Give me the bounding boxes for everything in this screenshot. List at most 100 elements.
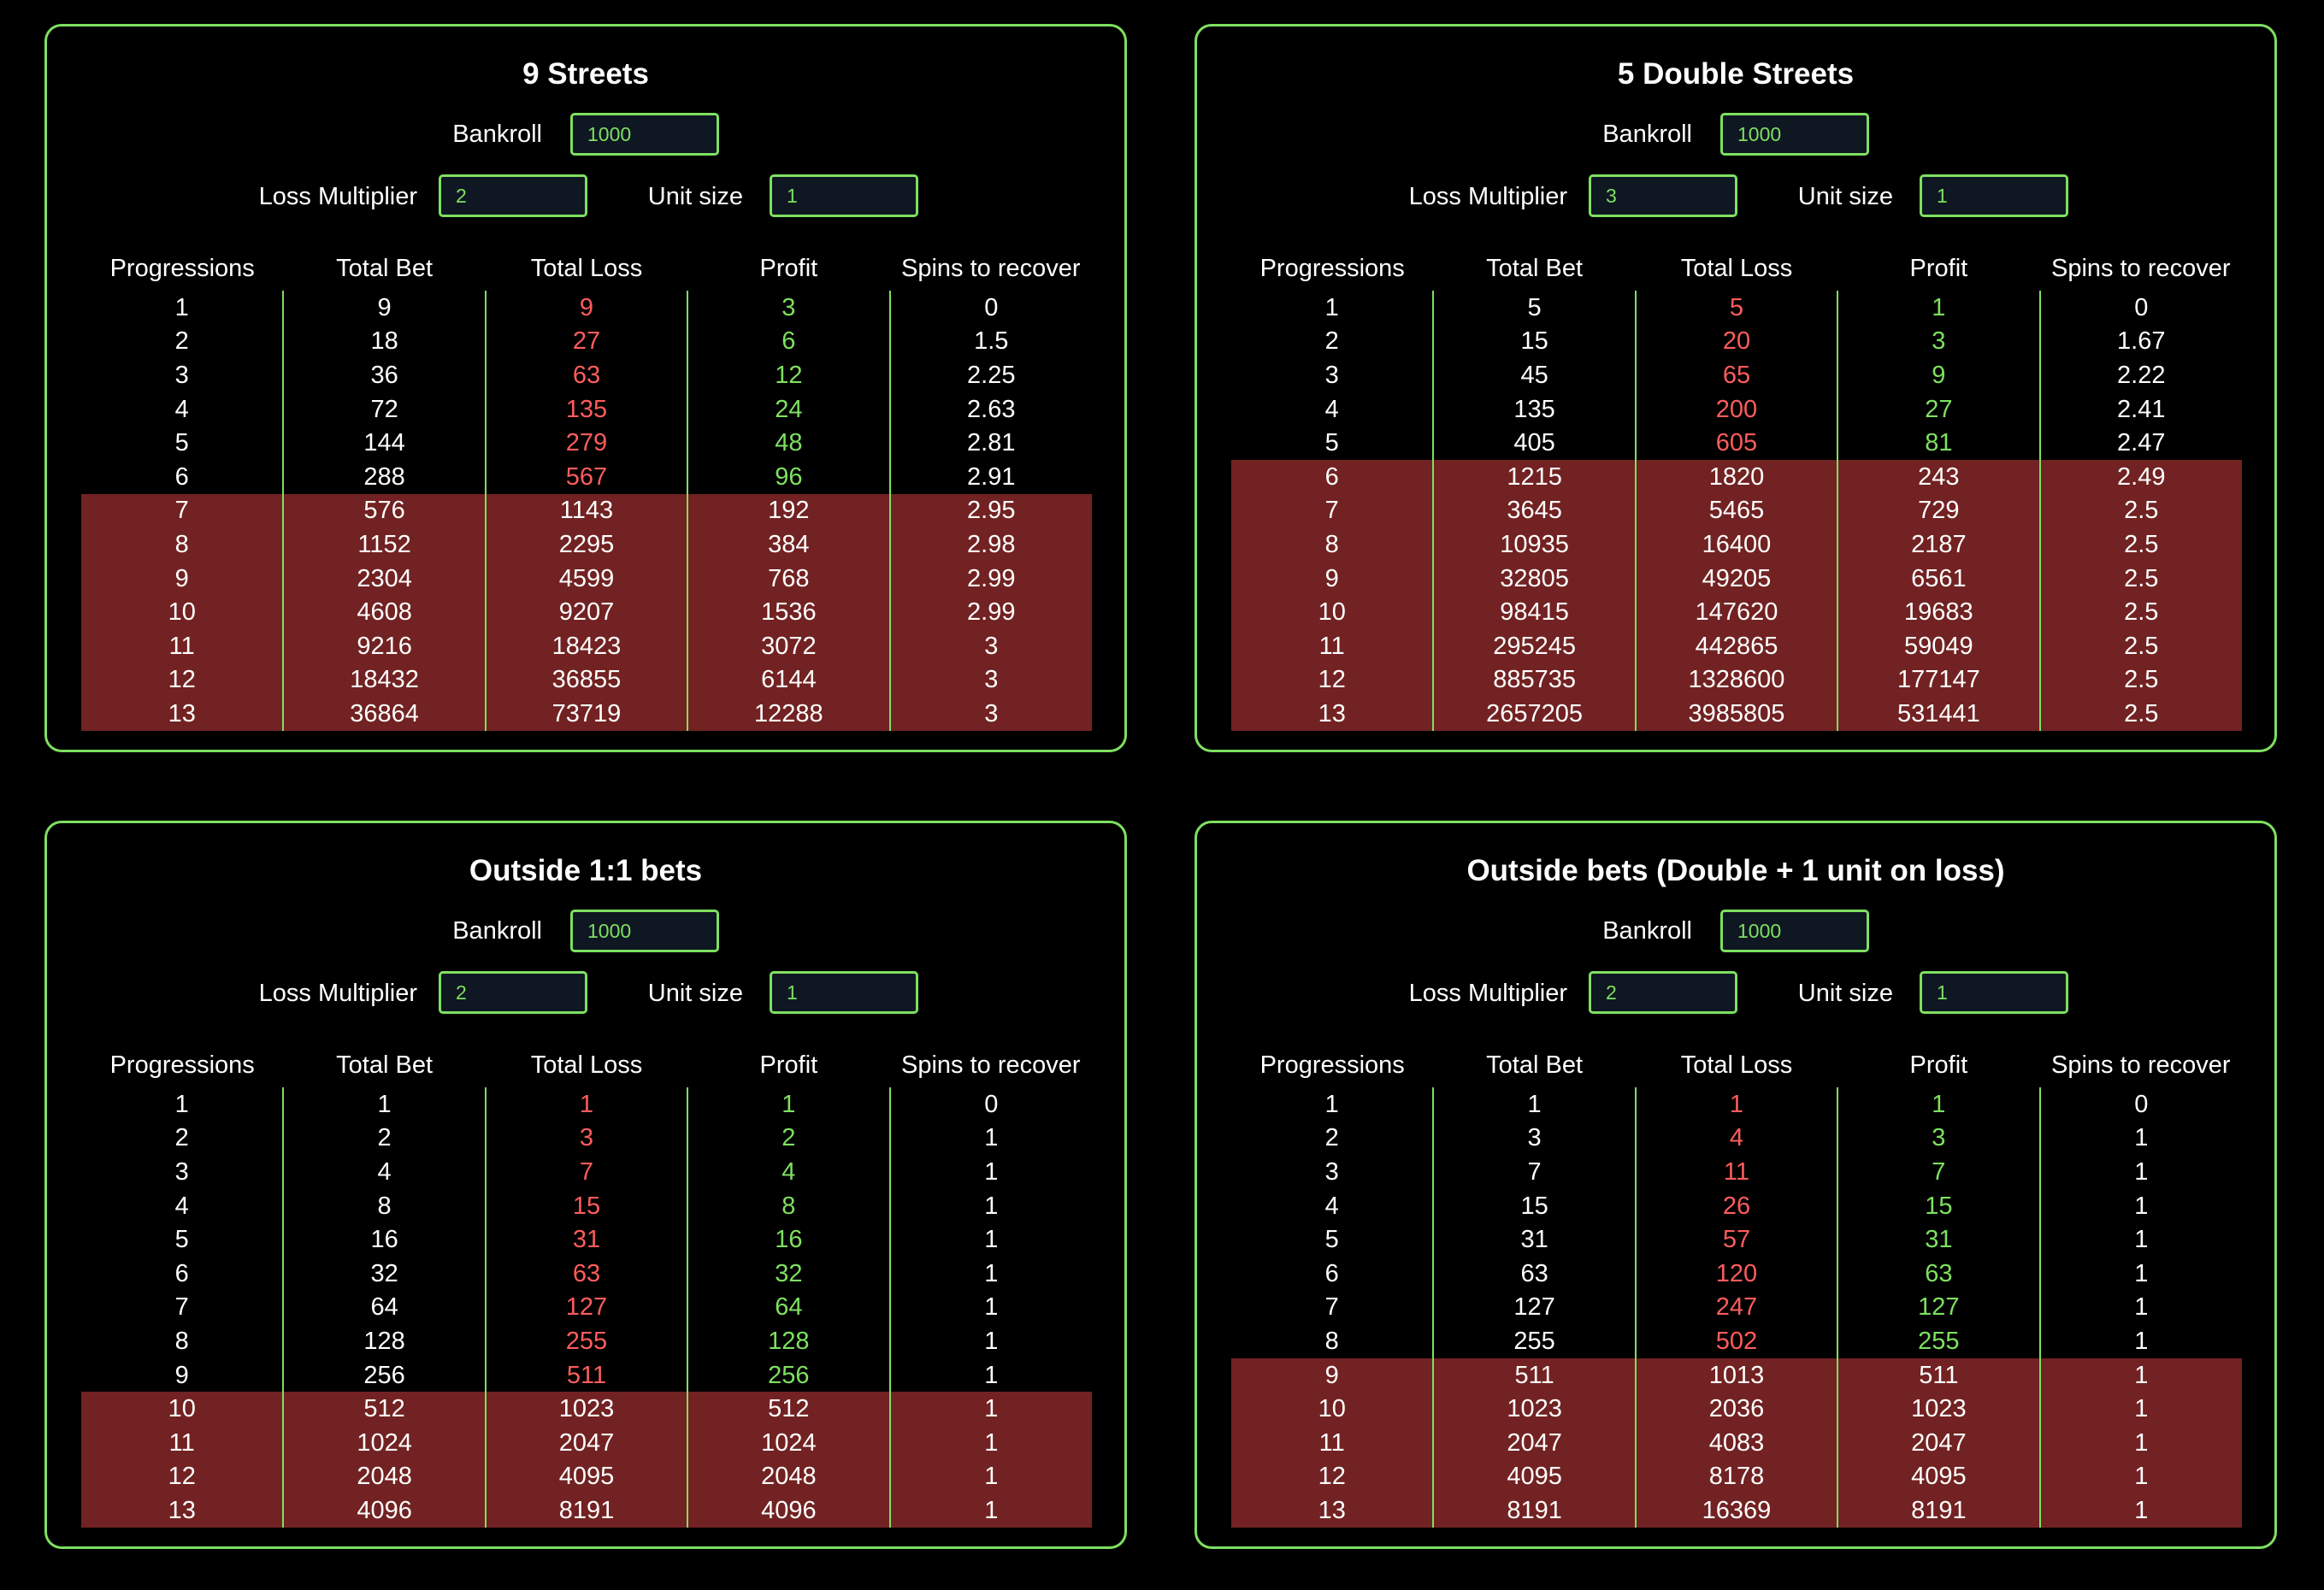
spins-to-recover-cell: 1 [2038, 1392, 2242, 1426]
progression-cell: 6 [174, 462, 189, 491]
profit-cell: 243 [1837, 459, 2040, 494]
panel-title: Outside bets (Double + 1 unit on loss) [1466, 854, 2005, 887]
progression-cell: 13 [81, 1493, 284, 1528]
progression-cell: 10 [81, 1392, 284, 1426]
total-bet-cell: 16 [282, 1222, 486, 1257]
total-loss-cell: 36855 [484, 662, 688, 698]
unit-size-input[interactable] [1920, 174, 2068, 217]
total-loss-cell: 1 [484, 1087, 688, 1122]
total-loss-cell: 11 [1634, 1155, 1838, 1189]
table-row: 10 98415 147620 19683 2.5 [1231, 595, 2242, 629]
bankroll-label: Bankroll [1602, 121, 1692, 148]
calculator-panel: Outside bets (Double + 1 unit on loss) B… [1194, 821, 2277, 1549]
spins-to-recover-cell: 0 [888, 291, 1092, 325]
panel-title: Outside 1:1 bets [469, 854, 703, 887]
total-loss-cell: 4 [1634, 1121, 1838, 1156]
profit-cell: 6144 [687, 662, 890, 698]
table-row: 5 144 279 48 2.81 [81, 426, 1092, 460]
spins-to-recover-cell: 2.47 [2038, 426, 2242, 460]
table-row: 2 15 20 3 1.67 [1231, 324, 2242, 359]
total-loss-cell: 247 [1634, 1290, 1838, 1325]
header-profit: Profit [759, 254, 818, 282]
profit-cell: 6 [687, 324, 890, 359]
progression-cell: 7 [1324, 1293, 1339, 1322]
loss-multiplier-input[interactable] [1589, 971, 1737, 1014]
progression-cell: 12 [81, 1459, 284, 1494]
spins-to-recover-cell: 1 [888, 1222, 1092, 1257]
profit-cell: 4 [687, 1155, 890, 1189]
total-bet-cell: 9216 [282, 628, 486, 663]
total-bet-cell: 4608 [282, 595, 486, 629]
total-loss-cell: 2047 [484, 1425, 688, 1460]
table-row: 13 2657205 3985805 531441 2.5 [1231, 697, 2242, 731]
bankroll-input[interactable] [570, 113, 719, 156]
progression-cell: 7 [1231, 493, 1434, 528]
total-loss-cell: 31 [484, 1222, 688, 1257]
spins-to-recover-cell: 2.99 [888, 561, 1092, 596]
table-row: 9 256 511 256 1 [81, 1357, 1092, 1393]
table-row: 7 127 247 127 1 [1231, 1290, 2242, 1325]
profit-cell: 48 [687, 426, 890, 460]
table-row: 8 255 502 255 1 [1231, 1324, 2242, 1358]
total-bet-cell: 7 [1432, 1155, 1636, 1189]
header-spins-to-recover: Spins to recover [2051, 254, 2231, 282]
bankroll-label: Bankroll [452, 917, 542, 945]
total-loss-cell: 1013 [1634, 1357, 1838, 1393]
header-total-loss: Total Loss [1680, 1051, 1793, 1079]
spins-to-recover-cell: 3 [888, 697, 1092, 731]
spins-to-recover-cell: 2.5 [2038, 662, 2242, 698]
spins-to-recover-cell: 0 [2038, 1087, 2242, 1122]
total-bet-cell: 128 [282, 1324, 486, 1358]
progression-cell: 12 [1231, 1459, 1434, 1494]
progression-cell: 11 [81, 1425, 284, 1460]
total-bet-cell: 255 [1432, 1324, 1636, 1358]
progression-cell: 8 [1324, 1327, 1339, 1355]
table-row: 8 1152 2295 384 2.98 [81, 527, 1092, 562]
profit-cell: 27 [1837, 392, 2040, 427]
total-loss-cell: 511 [484, 1357, 688, 1393]
total-loss-cell: 200 [1634, 392, 1838, 427]
total-loss-cell: 9207 [484, 595, 688, 629]
unit-size-input[interactable] [770, 174, 918, 217]
table-row: 7 3645 5465 729 2.5 [1231, 493, 2242, 528]
profit-cell: 9 [1837, 358, 2040, 392]
loss-multiplier-input[interactable] [439, 174, 587, 217]
profit-cell: 1 [1837, 1087, 2040, 1122]
loss-multiplier-input[interactable] [1589, 174, 1737, 217]
table-row: 5 31 57 31 1 [1231, 1222, 2242, 1257]
total-loss-cell: 605 [1634, 426, 1838, 460]
profit-cell: 8191 [1837, 1493, 2040, 1528]
total-loss-cell: 9 [484, 291, 688, 325]
progression-cell: 5 [174, 1226, 189, 1254]
progression-cell: 13 [81, 697, 284, 731]
spins-to-recover-cell: 2.5 [2038, 493, 2242, 528]
header-profit: Profit [1909, 1051, 1968, 1079]
total-bet-cell: 1024 [282, 1425, 486, 1460]
table-row: 5 16 31 16 1 [81, 1222, 1092, 1257]
unit-size-input[interactable] [770, 971, 918, 1014]
progression-table: Progressions Total Bet Total Loss Profit… [81, 1043, 1092, 1528]
unit-size-input[interactable] [1920, 971, 2068, 1014]
spins-to-recover-cell: 2.5 [2038, 561, 2242, 596]
total-loss-cell: 442865 [1634, 628, 1838, 663]
total-bet-cell: 36864 [282, 697, 486, 731]
table-row: 11 1024 2047 1024 1 [81, 1425, 1092, 1460]
total-loss-cell: 567 [484, 459, 688, 494]
table-row: 3 36 63 12 2.25 [81, 358, 1092, 392]
total-bet-cell: 2 [282, 1121, 486, 1156]
spins-to-recover-cell: 1 [888, 1324, 1092, 1358]
spins-to-recover-cell: 2.5 [2038, 628, 2242, 663]
table-row: 9 511 1013 511 1 [1231, 1357, 2242, 1393]
table-header-row: Progressions Total Bet Total Loss Profit… [81, 246, 1092, 291]
total-loss-cell: 255 [484, 1324, 688, 1358]
bankroll-input[interactable] [1720, 910, 1869, 952]
total-bet-cell: 45 [1432, 358, 1636, 392]
spins-to-recover-cell: 2.98 [888, 527, 1092, 562]
bankroll-input[interactable] [1720, 113, 1869, 156]
table-row: 13 36864 73719 12288 3 [81, 697, 1092, 731]
loss-multiplier-input[interactable] [439, 971, 587, 1014]
bankroll-input[interactable] [570, 910, 719, 952]
table-row: 10 1023 2036 1023 1 [1231, 1392, 2242, 1426]
spins-to-recover-cell: 2.63 [888, 392, 1092, 427]
